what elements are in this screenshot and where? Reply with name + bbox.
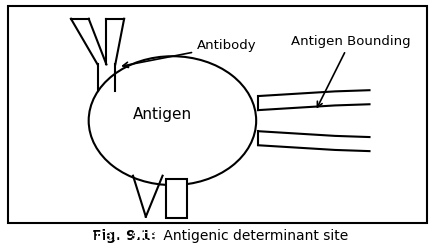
Text: Antibody: Antibody <box>123 39 257 67</box>
Text: Fig. 9.1:: Fig. 9.1: <box>92 229 157 243</box>
Bar <box>165 179 187 218</box>
Text: Antigen Bounding: Antigen Bounding <box>291 34 410 107</box>
Text: Antigen: Antigen <box>133 107 192 122</box>
Text: Antigenic determinant site: Antigenic determinant site <box>159 229 348 243</box>
Text: Fig. 9.1: Antigenic determinant site: Fig. 9.1: Antigenic determinant site <box>0 229 157 243</box>
Bar <box>8 6 426 223</box>
Ellipse shape <box>89 56 256 185</box>
